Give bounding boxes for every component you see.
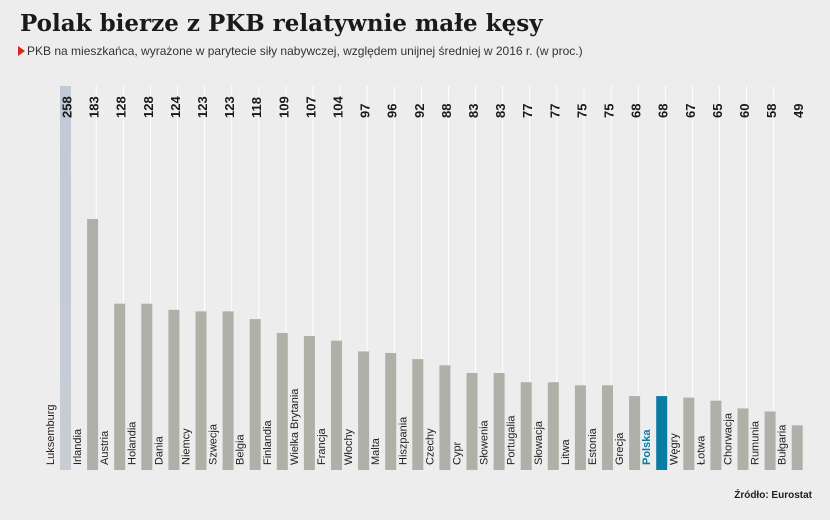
bar-czechy xyxy=(439,365,451,470)
category-label-hiszpania: Hiszpania xyxy=(397,416,409,465)
value-label-słowacja: 77 xyxy=(547,104,562,118)
bar-polska xyxy=(656,396,668,470)
bar-grecja xyxy=(629,396,641,470)
category-label-szwecja: Szwecja xyxy=(208,423,220,465)
category-label-bułgaria: Bułgaria xyxy=(777,424,789,465)
category-label-litwa: Litwa xyxy=(560,438,572,465)
value-label-szwecja: 123 xyxy=(222,96,237,118)
bar-wielka-brytania xyxy=(303,336,315,470)
category-label-słowenia: Słowenia xyxy=(479,419,491,465)
bar-słowacja xyxy=(547,382,559,470)
bar-rumunia xyxy=(764,411,776,470)
bar-cypr xyxy=(466,372,478,470)
bar-dania xyxy=(168,309,180,470)
category-label-czechy: Czechy xyxy=(424,428,436,465)
category-label-austria: Austria xyxy=(99,430,111,465)
category-label-belgia: Belgia xyxy=(235,434,247,465)
value-label-chorwacja: 60 xyxy=(737,104,752,118)
value-label-wielka-brytania: 107 xyxy=(303,96,318,118)
bar-szwecja xyxy=(222,311,234,470)
value-label-czechy: 88 xyxy=(439,104,454,118)
category-label-włochy: Włochy xyxy=(343,428,355,465)
value-label-belgia: 118 xyxy=(249,97,264,118)
value-label-litwa: 75 xyxy=(574,104,589,118)
value-label-łotwa: 65 xyxy=(710,104,725,118)
category-label-cypr: Cypr xyxy=(452,441,464,465)
category-label-holandia: Holandia xyxy=(126,421,138,465)
value-label-niemcy: 123 xyxy=(195,96,210,118)
value-label-malta: 96 xyxy=(385,104,400,118)
bar-irlandia xyxy=(87,218,99,470)
value-label-rumunia: 58 xyxy=(764,104,779,118)
category-label-rumunia: Rumunia xyxy=(750,420,762,465)
bar-finlandia xyxy=(276,332,288,470)
category-label-finlandia: Finlandia xyxy=(262,419,274,465)
category-label-niemcy: Niemcy xyxy=(181,428,193,465)
category-label-estonia: Estonia xyxy=(587,427,599,465)
bar-austria xyxy=(114,303,126,470)
value-label-austria: 128 xyxy=(114,96,129,118)
value-label-włochy: 97 xyxy=(358,104,373,118)
bar-bułgaria xyxy=(791,425,803,470)
bar-estonia xyxy=(602,385,613,470)
bar-chorwacja xyxy=(737,408,749,470)
category-label-chorwacja: Chorwacja xyxy=(723,412,735,465)
category-label-francja: Francja xyxy=(316,427,328,465)
bar-holandia xyxy=(141,303,153,470)
bar-węgry xyxy=(683,397,695,470)
value-label-estonia: 75 xyxy=(602,104,617,118)
category-label-dania: Dania xyxy=(153,435,165,465)
source-note: Źródło: Eurostat xyxy=(734,490,812,501)
bar-łotwa xyxy=(710,400,722,470)
value-label-luksemburg: 258 xyxy=(60,96,75,118)
value-label-holandia: 128 xyxy=(141,96,156,118)
category-label-węgry: Węgry xyxy=(668,433,680,465)
value-label-hiszpania: 92 xyxy=(412,104,427,118)
value-label-grecja: 68 xyxy=(629,104,644,118)
bar-włochy xyxy=(358,351,370,470)
bar-hiszpania xyxy=(412,359,424,470)
value-label-francja: 104 xyxy=(331,96,346,118)
chart-title: Polak bierze z PKB relatywnie małe kęsy xyxy=(20,10,543,37)
value-label-finlandia: 109 xyxy=(276,96,291,118)
category-label-grecja: Grecja xyxy=(614,432,626,465)
value-label-bułgaria: 49 xyxy=(791,104,806,118)
value-label-polska: 68 xyxy=(656,104,671,118)
bar-niemcy xyxy=(195,311,207,470)
bar-malta xyxy=(385,352,397,470)
chart-subtitle: PKB na mieszkańca, wyrażone w parytecie … xyxy=(18,44,583,58)
category-label-wielka-brytania: Wielka Brytania xyxy=(289,388,301,465)
bar-francja xyxy=(331,340,342,470)
value-label-portugalia: 77 xyxy=(520,104,535,118)
category-label-łotwa: Łotwa xyxy=(695,435,707,465)
category-label-irlandia: Irlandia xyxy=(72,428,84,465)
category-label-polska: Polska xyxy=(641,429,653,465)
category-label-luksemburg: Luksemburg xyxy=(45,404,57,465)
value-label-irlandia: 183 xyxy=(87,96,102,118)
triangle-marker-icon xyxy=(18,46,25,56)
subtitle-text: PKB na mieszkańca, wyrażone w parytecie … xyxy=(27,44,583,58)
bar-belgia xyxy=(249,319,261,470)
value-label-słowenia: 83 xyxy=(493,104,508,118)
category-label-słowacja: Słowacja xyxy=(533,420,545,465)
bar-litwa xyxy=(574,385,586,470)
value-label-węgry: 67 xyxy=(683,104,698,118)
value-label-dania: 124 xyxy=(168,96,183,118)
bar-luksemburg xyxy=(60,86,71,470)
bar-portugalia xyxy=(520,382,532,470)
value-label-cypr: 83 xyxy=(466,104,481,118)
category-label-portugalia: Portugalia xyxy=(506,415,518,465)
bar-słowenia xyxy=(493,372,505,470)
category-label-malta: Malta xyxy=(370,437,382,465)
